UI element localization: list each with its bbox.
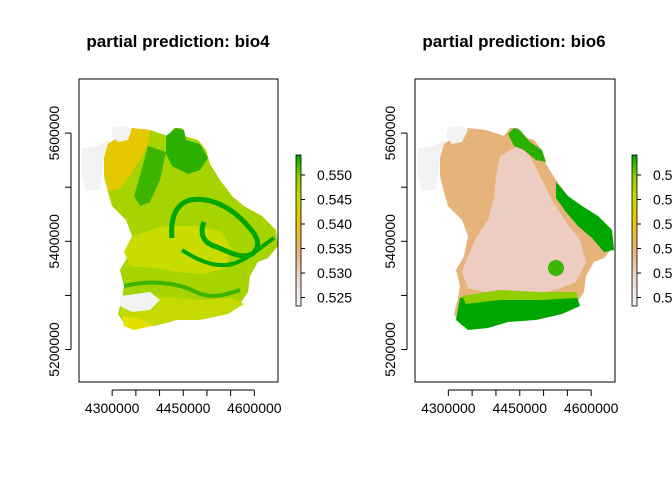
map-region-lightgreen-s-b6 bbox=[462, 290, 578, 304]
legend-ticks-bio6: 0.5 0.5 0.5 0.5 0.5 0.5 bbox=[637, 167, 672, 306]
map-region-grey-nw-b6 bbox=[446, 126, 468, 144]
y-tick-label: 5400000 bbox=[382, 214, 398, 269]
legend-ticks-bio4: 0.550 0.545 0.540 0.535 0.530 0.525 bbox=[301, 167, 352, 306]
plot-frame-bio6 bbox=[414, 78, 616, 383]
legend-colorbar-bio6 bbox=[631, 154, 638, 307]
y-tick-label: 5600000 bbox=[382, 106, 398, 161]
panel-bio6: partial prediction: bio6 4300000 4450000 4… bbox=[382, 32, 672, 416]
map-region-green-n bbox=[134, 146, 166, 206]
map-region-grey-sw bbox=[120, 292, 160, 312]
legend-tick-label: 0.535 bbox=[317, 241, 352, 257]
map-region-yellow-s bbox=[122, 316, 152, 330]
legend-tick-label: 0.5 bbox=[653, 290, 672, 306]
x-tick-label: 4450000 bbox=[156, 400, 211, 416]
x-tick-label: 4600000 bbox=[564, 400, 619, 416]
y-tick-label: 5600000 bbox=[46, 106, 62, 161]
x-tick-label: 4300000 bbox=[85, 400, 140, 416]
map-region-grey-west-b6 bbox=[418, 140, 448, 190]
y-tick-label: 5400000 bbox=[46, 214, 62, 269]
legend-tick-label: 0.550 bbox=[317, 167, 352, 183]
x-tick-label: 4300000 bbox=[421, 400, 476, 416]
legend-tick-label: 0.5 bbox=[653, 241, 672, 257]
axes-bio4: 4300000 4450000 4600000 5200000 5400000 56000… bbox=[46, 106, 282, 416]
x-tick-label: 4450000 bbox=[493, 400, 548, 416]
map-region-arc-southeast bbox=[180, 236, 276, 268]
legend-tick-label: 0.5 bbox=[653, 216, 672, 232]
map-region-blob-b6 bbox=[548, 260, 564, 276]
map-region-green-e-b6 bbox=[556, 182, 614, 252]
legend-tick-label: 0.540 bbox=[317, 216, 352, 232]
map-region-arc-east bbox=[169, 196, 261, 259]
legend-bio4: 0.550 0.545 0.540 0.535 0.530 0.525 bbox=[295, 154, 352, 307]
map-region-core-b6 bbox=[462, 146, 586, 294]
legend-bio6: 0.5 0.5 0.5 0.5 0.5 0.5 bbox=[631, 154, 672, 307]
map-bio6 bbox=[418, 126, 614, 330]
legend-tick-label: 0.5 bbox=[653, 192, 672, 208]
plot-frame-bio4 bbox=[78, 78, 279, 383]
x-tick-label: 4600000 bbox=[227, 400, 282, 416]
legend-tick-label: 0.530 bbox=[317, 265, 352, 281]
y-tick-label: 5200000 bbox=[46, 322, 62, 377]
map-region-green-n-b6 bbox=[508, 128, 546, 162]
map-region-band-south bbox=[123, 280, 241, 298]
panel-bio4: partial prediction: bio4 bbox=[46, 32, 352, 416]
map-region-grey-west bbox=[82, 140, 112, 190]
axes-bio6: 4300000 4450000 4600000 5200000 5400000 56000… bbox=[382, 106, 619, 416]
y-tick-label: 5200000 bbox=[382, 322, 398, 377]
map-region-green-ne bbox=[166, 128, 208, 174]
legend-tick-label: 0.5 bbox=[653, 265, 672, 281]
map-region-yellow-nw bbox=[104, 128, 150, 190]
map-region-grey-nw bbox=[112, 126, 132, 142]
panel-title-bio4: partial prediction: bio4 bbox=[86, 32, 270, 51]
legend-tick-label: 0.5 bbox=[653, 167, 672, 183]
legend-colorbar-bio4 bbox=[295, 154, 302, 307]
legend-tick-label: 0.545 bbox=[317, 192, 352, 208]
legend-tick-label: 0.525 bbox=[317, 290, 352, 306]
map-bio4 bbox=[82, 126, 278, 330]
panel-title-bio6: partial prediction: bio6 bbox=[422, 32, 605, 51]
